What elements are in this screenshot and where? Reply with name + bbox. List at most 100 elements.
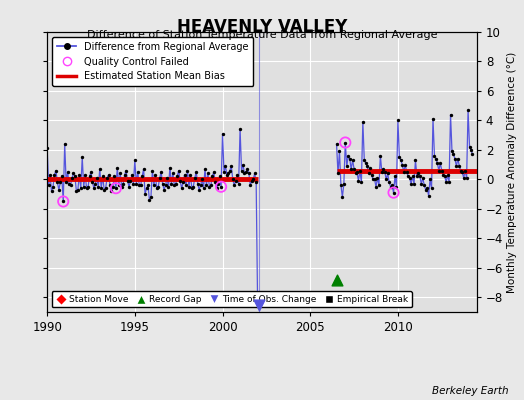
Point <box>100 186 108 193</box>
Point <box>54 186 63 193</box>
Point <box>460 175 468 181</box>
Point <box>432 156 440 162</box>
Point <box>217 184 225 190</box>
Point <box>165 184 173 190</box>
Point <box>402 169 411 175</box>
Point <box>213 185 221 192</box>
Point <box>394 117 402 124</box>
Point <box>241 170 249 177</box>
Point <box>95 166 104 172</box>
Point <box>129 180 138 187</box>
Point <box>58 173 66 180</box>
Point <box>106 182 114 188</box>
Point <box>217 184 225 190</box>
Point <box>62 179 70 186</box>
Point <box>122 167 130 174</box>
Point <box>178 185 186 192</box>
Point <box>123 178 132 184</box>
Point <box>454 156 462 162</box>
Point <box>205 184 214 190</box>
Point <box>145 197 154 203</box>
Point <box>439 172 447 178</box>
Point <box>344 152 353 159</box>
Point <box>150 182 158 188</box>
Point <box>354 178 363 184</box>
Point <box>47 188 56 194</box>
Point <box>227 163 235 169</box>
Point <box>75 172 83 178</box>
Point <box>206 182 215 188</box>
Point <box>156 175 164 181</box>
Point <box>410 180 418 187</box>
Point <box>442 179 450 186</box>
Point <box>245 170 253 177</box>
Point <box>136 182 145 188</box>
Point <box>370 176 379 182</box>
Point <box>90 185 98 192</box>
Point <box>211 179 220 186</box>
Point <box>151 172 159 178</box>
Point <box>338 194 346 200</box>
Point <box>193 180 202 187</box>
Point <box>233 172 242 178</box>
Point <box>185 184 193 190</box>
Point <box>208 173 216 180</box>
Point <box>332 276 341 283</box>
Point <box>363 163 372 169</box>
Point <box>428 185 436 192</box>
Point <box>391 173 399 180</box>
Point <box>451 156 459 162</box>
Point <box>179 179 187 186</box>
Point <box>382 176 390 182</box>
Point <box>397 157 405 164</box>
Point <box>226 167 234 174</box>
Point <box>210 169 218 175</box>
Point <box>88 179 96 186</box>
Point <box>45 182 53 188</box>
Point <box>458 169 466 175</box>
Point <box>152 185 161 192</box>
Point <box>389 190 398 196</box>
Point <box>103 175 111 181</box>
Point <box>183 167 192 174</box>
Point <box>132 180 140 187</box>
Point <box>408 173 417 180</box>
Point <box>174 167 183 174</box>
Point <box>192 169 200 175</box>
Point <box>413 173 421 180</box>
Point <box>250 170 259 177</box>
Point <box>160 186 168 193</box>
Point <box>375 182 383 188</box>
Point <box>378 169 386 175</box>
Point <box>135 182 144 188</box>
Point <box>407 180 415 187</box>
Point <box>340 180 348 187</box>
Point <box>63 169 72 175</box>
Point <box>74 186 82 193</box>
Point <box>367 172 376 178</box>
Point <box>176 178 184 184</box>
Point <box>357 179 366 186</box>
Point <box>443 172 452 178</box>
Point <box>334 170 342 177</box>
Point <box>411 157 420 164</box>
Point <box>59 198 68 205</box>
Point <box>171 180 180 187</box>
Point <box>449 151 457 158</box>
Point <box>345 156 354 162</box>
Point <box>199 185 208 192</box>
Point <box>121 172 129 178</box>
Point <box>246 182 255 188</box>
Point <box>53 179 62 186</box>
Point <box>196 182 205 188</box>
Point <box>104 172 113 178</box>
Point <box>138 173 146 180</box>
Point <box>182 182 190 188</box>
Point <box>433 160 442 166</box>
Point <box>455 163 464 169</box>
Point <box>93 175 101 181</box>
Point <box>65 180 73 187</box>
Point <box>112 185 120 192</box>
Point <box>417 180 425 187</box>
Point <box>441 173 449 180</box>
